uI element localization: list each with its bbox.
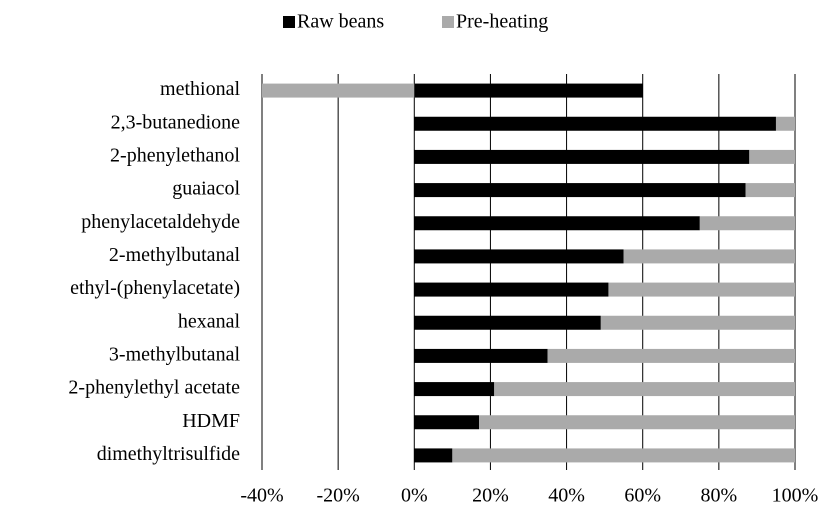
y-tick-label: ethyl-(phenylacetate) — [70, 277, 240, 299]
legend-label: Raw beans — [297, 11, 384, 33]
x-tick-label: 0% — [401, 485, 428, 507]
bar — [414, 183, 746, 198]
legend-swatch — [283, 16, 295, 28]
y-tick-label: 3-methylbutanal — [109, 344, 241, 366]
x-tick-label: 20% — [472, 485, 509, 507]
bar — [547, 348, 795, 363]
y-tick-label: 2-phenylethanol — [110, 145, 240, 167]
bar — [608, 282, 795, 297]
bar — [494, 382, 795, 397]
bar — [699, 216, 795, 231]
y-tick-label: 2-methylbutanal — [109, 244, 241, 266]
x-tick-label: -40% — [240, 485, 283, 507]
bar — [452, 448, 795, 463]
y-tick-label: HDMF — [182, 410, 240, 432]
legend-label: Pre-heating — [456, 11, 548, 33]
y-tick-label: guaiacol — [172, 178, 240, 200]
legend-swatch — [442, 16, 454, 28]
bar — [749, 149, 795, 164]
bar — [414, 216, 700, 231]
bar — [414, 249, 624, 264]
x-tick-label: 40% — [548, 485, 585, 507]
x-tick-label: 60% — [624, 485, 661, 507]
bar — [414, 448, 453, 463]
y-tick-label: phenylacetaldehyde — [81, 211, 240, 233]
bar — [623, 249, 795, 264]
bar — [414, 382, 495, 397]
y-tick-label: dimethyltrisulfide — [97, 443, 240, 465]
bar — [414, 83, 643, 98]
bar — [414, 415, 480, 430]
x-tick-label: 100% — [772, 485, 819, 507]
y-tick-label: hexanal — [178, 310, 241, 332]
bar — [414, 348, 548, 363]
x-tick-label: -20% — [316, 485, 359, 507]
bar — [775, 116, 795, 131]
y-tick-label: 2,3-butanedione — [111, 111, 241, 133]
bar — [414, 149, 750, 164]
bar — [479, 415, 795, 430]
bar — [262, 83, 415, 98]
bar — [414, 315, 601, 330]
bar — [600, 315, 795, 330]
bar — [414, 282, 609, 297]
y-tick-label: 2-phenylethyl acetate — [68, 377, 240, 399]
bar — [414, 116, 776, 131]
y-tick-label: methional — [160, 78, 240, 100]
bar — [745, 183, 795, 198]
x-tick-label: 80% — [701, 485, 738, 507]
